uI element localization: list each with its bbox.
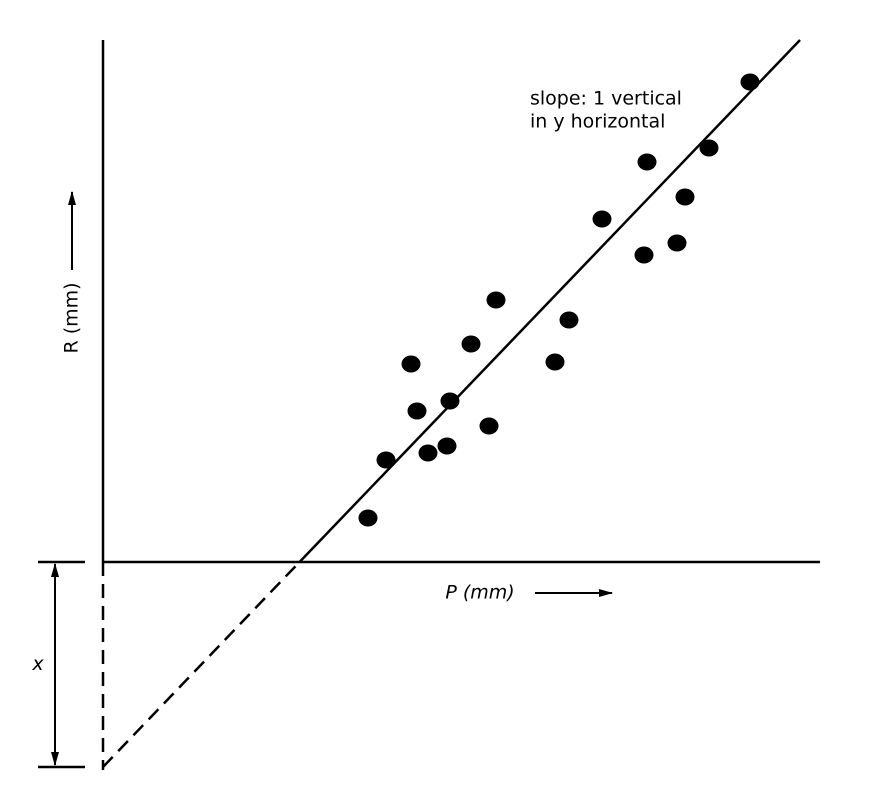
point — [401, 355, 421, 373]
point — [376, 451, 396, 469]
point — [675, 188, 695, 206]
point — [437, 437, 457, 455]
point — [545, 353, 565, 371]
point — [358, 509, 378, 527]
annotation: slope: 1 vertical — [530, 88, 682, 110]
point — [479, 417, 499, 435]
point — [486, 291, 506, 309]
point — [699, 139, 719, 157]
point — [592, 210, 612, 228]
point — [740, 73, 760, 91]
annotation: in y horizontal — [530, 111, 665, 133]
point — [461, 335, 481, 353]
y-axis-label: R (mm) — [61, 282, 83, 353]
point — [667, 234, 687, 252]
x-axis-label: P (mm) — [445, 582, 514, 604]
point — [559, 311, 579, 329]
intercept-label: x — [31, 653, 44, 675]
point — [634, 246, 654, 264]
point — [418, 444, 438, 462]
point — [637, 153, 657, 171]
fit-line — [298, 39, 801, 563]
point — [407, 402, 427, 420]
fit-line-extrapolated — [102, 561, 301, 768]
point — [440, 392, 460, 410]
